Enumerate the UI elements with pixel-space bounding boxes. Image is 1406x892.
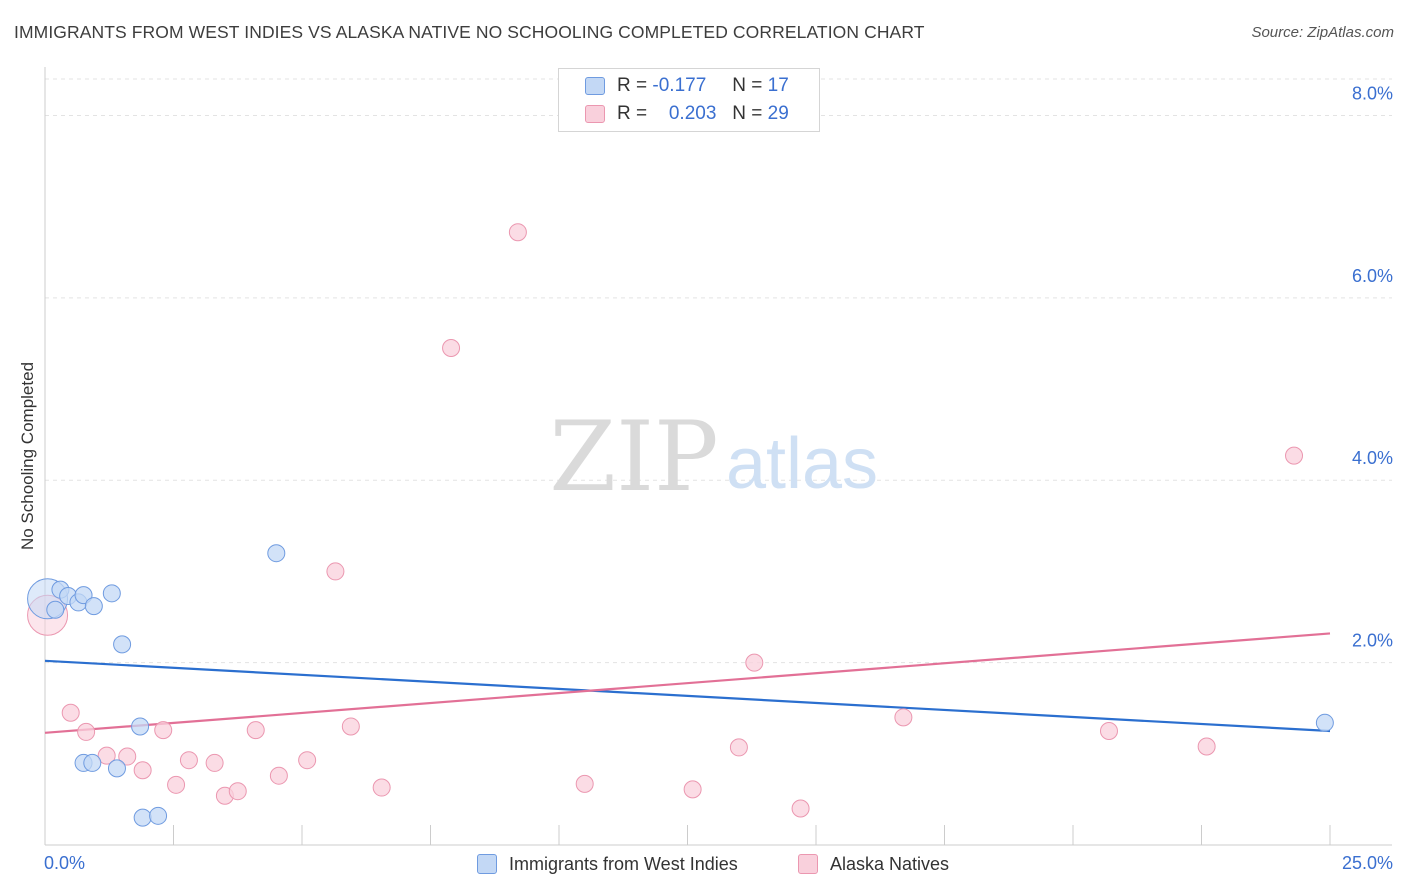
pink-data-point [133, 761, 152, 780]
y-tick-label: 2.0% [1352, 631, 1393, 651]
pink-trend-line [44, 632, 1331, 734]
pink-data-point [1099, 722, 1118, 741]
legend-row-blue: R = -0.177 N = 17 [585, 74, 789, 98]
pink-data-point [77, 722, 96, 741]
pink-data-point [246, 721, 265, 740]
blue-data-point [131, 717, 150, 736]
pink-data-point [341, 717, 360, 736]
pink-data-point [1197, 737, 1216, 756]
legend-r-label: R = [617, 103, 648, 124]
chart-title: IMMIGRANTS FROM WEST INDIES VS ALASKA NA… [14, 22, 925, 42]
x-tick-label-max: 25.0% [1342, 853, 1393, 873]
pink-data-point [179, 751, 198, 770]
series-name-pink: Alaska Natives [830, 853, 950, 874]
blue-data-point [149, 806, 168, 825]
legend-swatch-blue [585, 77, 605, 95]
legend-r-label: R = [617, 75, 648, 96]
legend-n-value: 17 [767, 75, 789, 96]
data-points [27, 223, 1334, 827]
pink-data-point [508, 223, 527, 242]
x-tick-label-min: 0.0% [44, 853, 85, 873]
series-legend-blue: Immigrants from West Indies [477, 852, 738, 876]
blue-data-point [46, 600, 65, 619]
pink-data-point [683, 780, 702, 799]
pink-data-point [575, 774, 594, 793]
pink-data-point [154, 721, 173, 740]
blue-data-point [133, 808, 152, 827]
legend-row-pink: R = 0.203 N = 29 [585, 102, 789, 126]
y-tick-label: 8.0% [1352, 83, 1393, 103]
blue-data-point [83, 753, 102, 772]
pink-data-point [61, 703, 80, 722]
pink-data-point [269, 766, 288, 785]
pink-data-point [729, 738, 748, 757]
blue-data-point [107, 759, 126, 778]
trend-lines [44, 632, 1331, 734]
stats-legend: R = -0.177 N = 17 R = 0.203 N = 29 [558, 68, 820, 132]
pink-data-point [228, 782, 247, 801]
pink-data-point [791, 799, 810, 818]
pink-data-point [118, 747, 137, 766]
series-swatch-pink [798, 854, 818, 874]
legend-n-label: N = [732, 103, 763, 124]
y-tick-label: 6.0% [1352, 266, 1393, 286]
axes [44, 67, 1392, 846]
blue-data-point [74, 586, 93, 605]
legend-r-value: 0.203 [668, 103, 717, 124]
gridlines [45, 78, 1392, 664]
blue-trend-line [44, 659, 1331, 733]
pink-data-point [326, 562, 345, 581]
y-tick-label: 4.0% [1352, 448, 1393, 468]
watermark-zip: ZIP [549, 401, 718, 513]
source-label: Source: ZipAtlas.com [1251, 24, 1394, 41]
legend-n-value: 29 [767, 103, 789, 124]
pink-data-point [894, 708, 913, 727]
legend-r-value: -0.177 [652, 75, 707, 96]
pink-data-point [745, 653, 764, 672]
blue-data-point [1315, 713, 1334, 732]
series-legend-pink: Alaska Natives [798, 852, 949, 876]
legend-swatch-pink [585, 105, 605, 123]
series-name-blue: Immigrants from West Indies [509, 853, 738, 874]
pink-data-point [442, 339, 461, 358]
blue-data-point [102, 584, 121, 603]
pink-data-point [167, 775, 186, 794]
pink-data-point [298, 751, 317, 770]
blue-data-point [113, 635, 132, 654]
series-swatch-blue [477, 854, 497, 874]
legend-n-label: N = [732, 75, 763, 96]
pink-data-point [97, 746, 116, 765]
pink-data-point [1285, 446, 1304, 465]
blue-data-point [267, 544, 286, 563]
watermark: ZIP atlas [549, 401, 878, 513]
pink-data-point [372, 778, 391, 797]
pink-data-point [205, 753, 224, 772]
watermark-atlas: atlas [726, 424, 878, 504]
tick-labels: 2.0% 4.0% 6.0% 8.0% 0.0% 25.0% [44, 83, 1393, 873]
blue-data-point [84, 597, 103, 616]
